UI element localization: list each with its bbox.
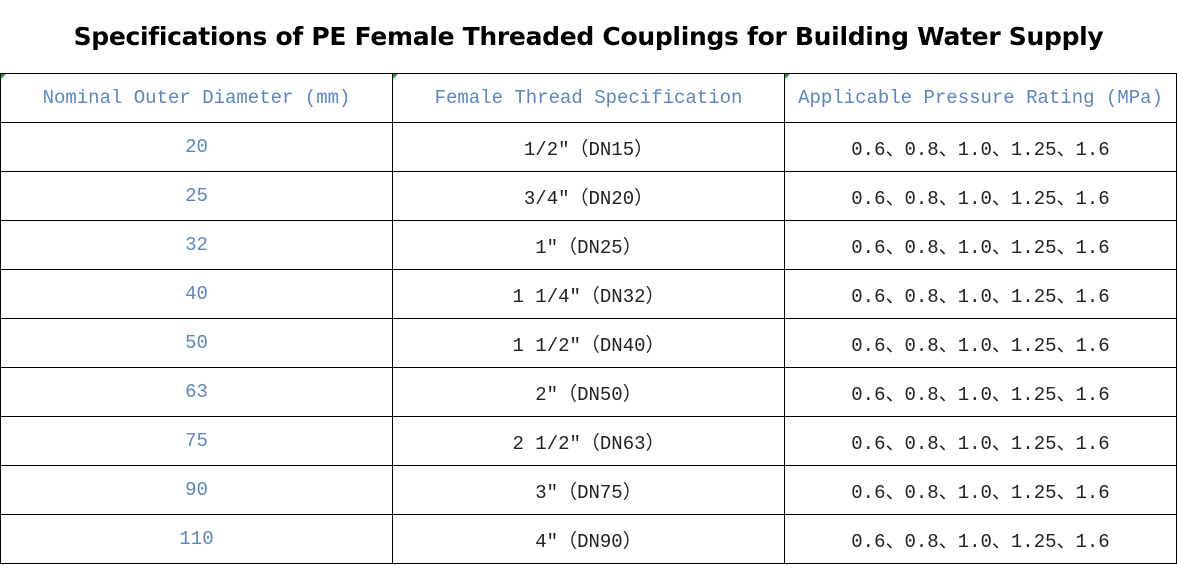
table-row: 75 2 1/2″（DN63） 0.6、0.8、1.0、1.25、1.6: [0, 416, 1177, 466]
pressure-rating-cell: 0.6、0.8、1.0、1.25、1.6: [784, 171, 1177, 221]
pressure-rating-cell: 0.6、0.8、1.0、1.25、1.6: [784, 465, 1177, 515]
table-row: 32 1″（DN25） 0.6、0.8、1.0、1.25、1.6: [0, 220, 1177, 270]
thread-spec-cell: 1 1/2″（DN40）: [392, 318, 785, 368]
pressure-rating-cell: 0.6、0.8、1.0、1.25、1.6: [784, 367, 1177, 417]
header-label: Female Thread Specification: [434, 87, 743, 109]
diameter-cell: 25: [0, 171, 393, 221]
header-row: Nominal Outer Diameter (mm) Female Threa…: [0, 73, 1177, 123]
header-nominal-outer-diameter: Nominal Outer Diameter (mm): [0, 73, 393, 123]
thread-spec-cell: 2 1/2″（DN63）: [392, 416, 785, 466]
thread-spec-cell: 1″（DN25）: [392, 220, 785, 270]
table-row: 40 1 1/4″（DN32） 0.6、0.8、1.0、1.25、1.6: [0, 269, 1177, 319]
pressure-rating-cell: 0.6、0.8、1.0、1.25、1.6: [784, 318, 1177, 368]
specifications-table: Nominal Outer Diameter (mm) Female Threa…: [0, 73, 1177, 564]
thread-spec-cell: 1/2″（DN15）: [392, 122, 785, 172]
diameter-cell: 50: [0, 318, 393, 368]
diameter-cell: 32: [0, 220, 393, 270]
header-applicable-pressure-rating: Applicable Pressure Rating (MPa): [784, 73, 1177, 123]
diameter-cell: 63: [0, 367, 393, 417]
pressure-rating-cell: 0.6、0.8、1.0、1.25、1.6: [784, 514, 1177, 564]
thread-spec-cell: 1 1/4″（DN32）: [392, 269, 785, 319]
header-label: Applicable Pressure Rating (MPa): [798, 87, 1163, 109]
pressure-rating-cell: 0.6、0.8、1.0、1.25、1.6: [784, 269, 1177, 319]
table-row: 25 3/4″（DN20） 0.6、0.8、1.0、1.25、1.6: [0, 171, 1177, 221]
header-label: Nominal Outer Diameter (mm): [42, 87, 351, 109]
diameter-cell: 20: [0, 122, 393, 172]
diameter-cell: 90: [0, 465, 393, 515]
table-title: Specifications of PE Female Threaded Cou…: [73, 22, 1104, 51]
thread-spec-cell: 3/4″（DN20）: [392, 171, 785, 221]
thread-spec-cell: 2″（DN50）: [392, 367, 785, 417]
thread-spec-cell: 3″（DN75）: [392, 465, 785, 515]
diameter-cell: 110: [0, 514, 393, 564]
table-row: 110 4″（DN90） 0.6、0.8、1.0、1.25、1.6: [0, 514, 1177, 564]
table-row: 20 1/2″（DN15） 0.6、0.8、1.0、1.25、1.6: [0, 122, 1177, 172]
pressure-rating-cell: 0.6、0.8、1.0、1.25、1.6: [784, 416, 1177, 466]
pressure-rating-cell: 0.6、0.8、1.0、1.25、1.6: [784, 122, 1177, 172]
thread-spec-cell: 4″（DN90）: [392, 514, 785, 564]
table-row: 90 3″（DN75） 0.6、0.8、1.0、1.25、1.6: [0, 465, 1177, 515]
pressure-rating-cell: 0.6、0.8、1.0、1.25、1.6: [784, 220, 1177, 270]
header-female-thread-specification: Female Thread Specification: [392, 73, 785, 123]
table-row: 50 1 1/2″（DN40） 0.6、0.8、1.0、1.25、1.6: [0, 318, 1177, 368]
table-row: 63 2″（DN50） 0.6、0.8、1.0、1.25、1.6: [0, 367, 1177, 417]
diameter-cell: 75: [0, 416, 393, 466]
diameter-cell: 40: [0, 269, 393, 319]
